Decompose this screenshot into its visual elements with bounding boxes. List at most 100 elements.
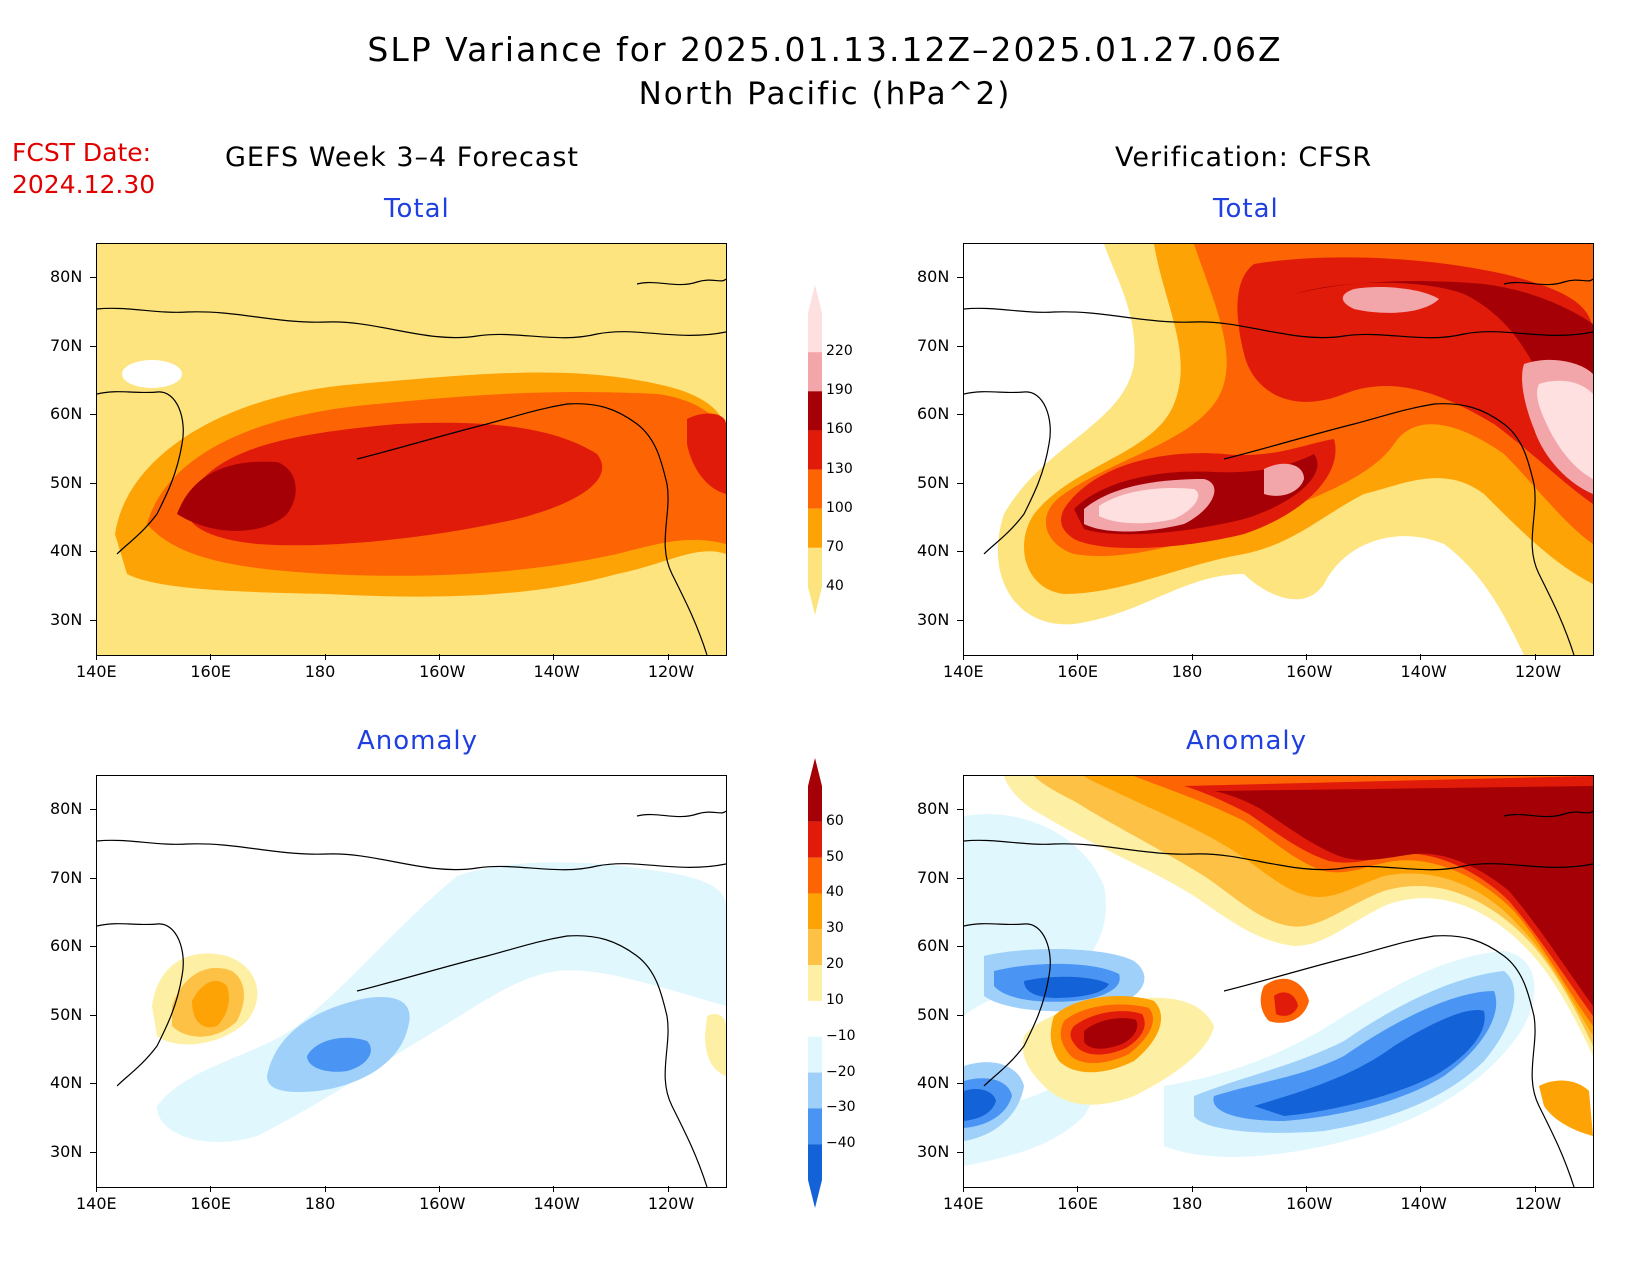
- colorbar-anomaly: 60 50 40 30 20 10 −10 −20 −30 −40: [800, 758, 880, 1208]
- lat-tick-mark: [957, 877, 963, 879]
- lon-tick-mark: [1534, 654, 1536, 660]
- lat-tick-label: 80N: [917, 799, 950, 819]
- lon-tick-label: 140W: [1400, 1194, 1447, 1213]
- lon-tick-label: 160W: [419, 1194, 466, 1213]
- map-verification-anomaly: [963, 775, 1594, 1188]
- colorbar-level-label: 60: [826, 812, 844, 829]
- panel-title-forecast-total: Total: [384, 194, 450, 224]
- colorbar-segment: [808, 1072, 822, 1109]
- colorbar-top-arrow: [808, 285, 822, 313]
- lat-tick-label: 60N: [917, 404, 950, 424]
- column-title-verification: Verification: CFSR: [1115, 142, 1373, 173]
- lat-tick-label: 50N: [917, 472, 950, 492]
- panel-title-verification-anomaly: Anomaly: [1186, 726, 1308, 756]
- colorbar-segment: [808, 821, 822, 858]
- colorbar-level-label: 190: [826, 382, 853, 399]
- lat-tick-label: 40N: [917, 1073, 950, 1093]
- colorbar-segment: [808, 391, 822, 431]
- map-forecast-anomaly: [96, 775, 727, 1188]
- lon-tick-label: 120W: [647, 1194, 695, 1213]
- lat-tick-mark: [957, 345, 963, 347]
- colorbar-level-label: −10: [826, 1027, 856, 1044]
- lon-tick-mark: [1306, 1186, 1308, 1192]
- colorbar-segment: [808, 1036, 822, 1073]
- lat-tick-label: 60N: [917, 936, 950, 956]
- colorbar-level-label: 40: [826, 578, 844, 594]
- lat-tick-mark: [90, 551, 96, 553]
- lon-tick-label: 160E: [1057, 662, 1099, 681]
- lat-tick-mark: [90, 345, 96, 347]
- lon-tick-label: 180: [1171, 662, 1203, 681]
- colorbar-segment: [808, 430, 822, 470]
- colorbar-level-label: 160: [826, 421, 853, 438]
- colorbar-segment: [808, 508, 822, 548]
- lon-tick-mark: [667, 654, 669, 660]
- lat-tick-mark: [957, 414, 963, 416]
- lon-tick-mark: [1420, 654, 1422, 660]
- colorbar-segment: [808, 929, 822, 966]
- lat-tick-mark: [90, 809, 96, 811]
- lon-tick-label: 140E: [943, 1194, 984, 1213]
- lon-tick-label: 160E: [190, 1194, 232, 1213]
- lon-tick-label: 160E: [190, 662, 232, 681]
- lon-tick-label: 140W: [533, 1194, 580, 1213]
- colorbar-total: 40 70 100 130 160 190 220: [800, 285, 880, 615]
- lon-tick-label: 140E: [943, 662, 984, 681]
- map-forecast-total: [96, 243, 727, 656]
- lat-tick-mark: [90, 877, 96, 879]
- lat-tick-mark: [957, 1014, 963, 1016]
- colorbar-level-label: 70: [826, 538, 844, 555]
- lon-tick-mark: [667, 1186, 669, 1192]
- lon-tick-label: 120W: [1514, 1194, 1562, 1213]
- lon-tick-label: 180: [304, 662, 336, 681]
- lon-tick-mark: [963, 1186, 964, 1192]
- forecast-date-label: FCST Date:: [12, 138, 152, 167]
- lon-tick-mark: [553, 1186, 555, 1192]
- lat-tick-label: 30N: [50, 1141, 83, 1161]
- colorbar-level-label: 20: [826, 956, 844, 973]
- lat-tick-label: 30N: [917, 1141, 950, 1161]
- main-title: SLP Variance for 2025.01.13.12Z–2025.01.…: [367, 30, 1283, 69]
- lat-tick-label: 40N: [917, 541, 950, 561]
- lat-tick-label: 50N: [50, 1004, 83, 1024]
- lon-tick-mark: [210, 1186, 212, 1192]
- lon-tick-label: 120W: [1514, 662, 1562, 681]
- colorbar-segment: [808, 1108, 822, 1145]
- colorbar-bottom-arrow: [808, 587, 822, 615]
- lat-tick-label: 50N: [50, 472, 83, 492]
- colorbar-segment: [808, 469, 822, 509]
- panel-title-verification-total: Total: [1213, 194, 1279, 224]
- lat-tick-mark: [957, 482, 963, 484]
- colorbar-segment: [808, 965, 822, 1001]
- lon-tick-label: 160W: [419, 662, 466, 681]
- colorbar-segment: [808, 313, 822, 353]
- lon-tick-mark: [1420, 1186, 1422, 1192]
- lon-tick-label: 120W: [647, 662, 695, 681]
- colorbar-level-label: −30: [826, 1099, 856, 1116]
- lon-tick-label: 140E: [76, 662, 117, 681]
- lat-tick-label: 60N: [50, 936, 83, 956]
- colorbar-level-label: 130: [826, 460, 853, 477]
- forecast-date-value: 2024.12.30: [12, 170, 156, 199]
- lat-tick-mark: [90, 482, 96, 484]
- lon-tick-label: 160W: [1286, 662, 1333, 681]
- lat-tick-mark: [90, 1014, 96, 1016]
- lat-tick-mark: [957, 946, 963, 948]
- main-subtitle: North Pacific (hPa^2): [638, 76, 1012, 112]
- lat-tick-mark: [90, 1083, 96, 1085]
- lon-tick-mark: [96, 1186, 97, 1192]
- colorbar-level-label: −20: [826, 1063, 856, 1080]
- lon-tick-mark: [324, 1186, 326, 1192]
- colorbar-top-arrow: [808, 758, 822, 786]
- lat-tick-mark: [957, 619, 963, 621]
- lat-tick-label: 70N: [50, 335, 83, 355]
- lon-tick-label: 180: [1171, 1194, 1203, 1213]
- lon-tick-mark: [439, 1186, 441, 1192]
- colorbar-level-label: −40: [826, 1135, 856, 1152]
- lat-tick-mark: [957, 551, 963, 553]
- lon-tick-label: 160W: [1286, 1194, 1333, 1213]
- lon-tick-label: 160E: [1057, 1194, 1099, 1213]
- colorbar-level-label: 50: [826, 848, 844, 865]
- lat-tick-mark: [90, 619, 96, 621]
- lon-tick-label: 140W: [533, 662, 580, 681]
